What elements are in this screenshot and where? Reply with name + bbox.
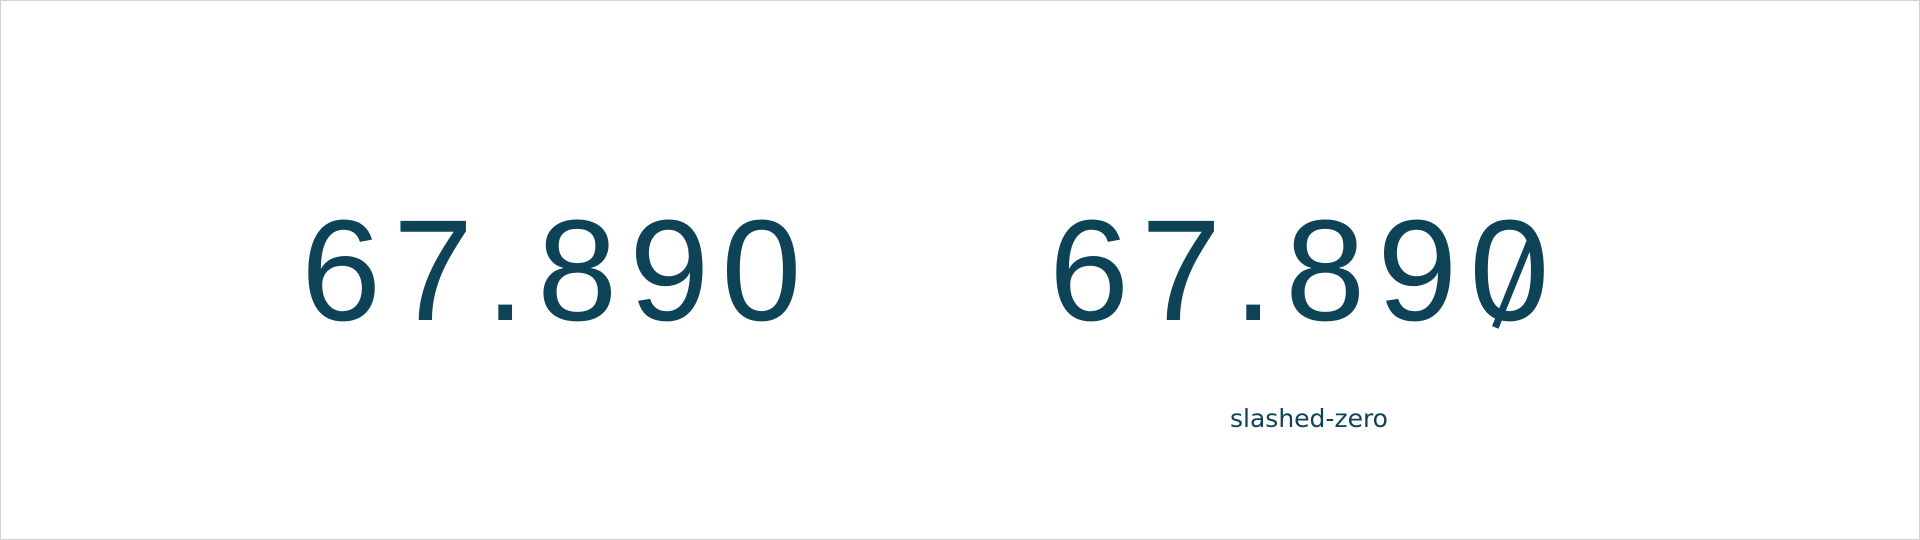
feature-caption: slashed-zero xyxy=(1230,404,1388,433)
number-sample-digits: 67.89 xyxy=(1049,190,1470,351)
number-sample-slashed-zero: 67.890 xyxy=(1049,191,1561,351)
slashed-zero-glyph: 0 xyxy=(1469,191,1561,351)
zero-digit: 0 xyxy=(1469,190,1562,351)
number-sample-default: 67.890 xyxy=(301,190,814,351)
